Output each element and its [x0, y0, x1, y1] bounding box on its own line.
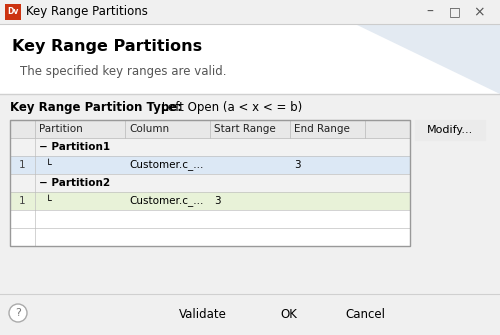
- Bar: [10, 210, 410, 228]
- Bar: [10, 192, 410, 210]
- Text: Customer.c_...: Customer.c_...: [129, 159, 204, 171]
- Bar: [5, 4, 21, 20]
- Text: − Partition1: − Partition1: [39, 142, 110, 152]
- Text: └: └: [39, 160, 52, 170]
- Bar: [10, 120, 410, 246]
- Text: Key Range Partition Type:: Key Range Partition Type:: [10, 102, 182, 115]
- Text: □: □: [449, 5, 461, 18]
- Bar: [10, 120, 410, 138]
- Bar: [10, 138, 410, 156]
- Text: Start Range: Start Range: [214, 124, 276, 134]
- Text: Validate: Validate: [179, 308, 227, 321]
- Text: Modify...: Modify...: [427, 125, 473, 135]
- Text: Key Range Partitions: Key Range Partitions: [12, 39, 202, 54]
- Bar: [168, 304, 238, 326]
- Circle shape: [9, 304, 27, 322]
- Bar: [0, 24, 500, 94]
- Polygon shape: [355, 24, 500, 94]
- Text: 1: 1: [19, 160, 26, 170]
- Bar: [10, 228, 410, 246]
- Text: ?: ?: [15, 308, 21, 318]
- Text: Dv: Dv: [8, 7, 18, 16]
- Text: ×: ×: [473, 5, 485, 19]
- Text: Column: Column: [129, 124, 169, 134]
- Text: Partition: Partition: [39, 124, 83, 134]
- Text: –: –: [426, 5, 434, 19]
- Bar: [330, 304, 400, 326]
- Text: Cancel: Cancel: [345, 308, 385, 321]
- Bar: [0, 0, 500, 24]
- Text: 1: 1: [19, 196, 26, 206]
- Text: Customer.c_...: Customer.c_...: [129, 196, 204, 206]
- Text: OK: OK: [280, 308, 297, 321]
- Bar: [10, 156, 410, 174]
- Bar: [254, 304, 324, 326]
- Text: The specified key ranges are valid.: The specified key ranges are valid.: [20, 66, 227, 78]
- Text: End Range: End Range: [294, 124, 350, 134]
- Text: 3: 3: [294, 160, 300, 170]
- Text: − Partition2: − Partition2: [39, 178, 110, 188]
- Text: └: └: [39, 196, 52, 206]
- Bar: [415, 120, 485, 140]
- Text: Key Range Partitions: Key Range Partitions: [26, 5, 148, 18]
- Text: Left Open (a < x < = b): Left Open (a < x < = b): [158, 102, 302, 115]
- Text: 3: 3: [214, 196, 220, 206]
- Bar: [0, 94, 500, 335]
- Bar: [10, 174, 410, 192]
